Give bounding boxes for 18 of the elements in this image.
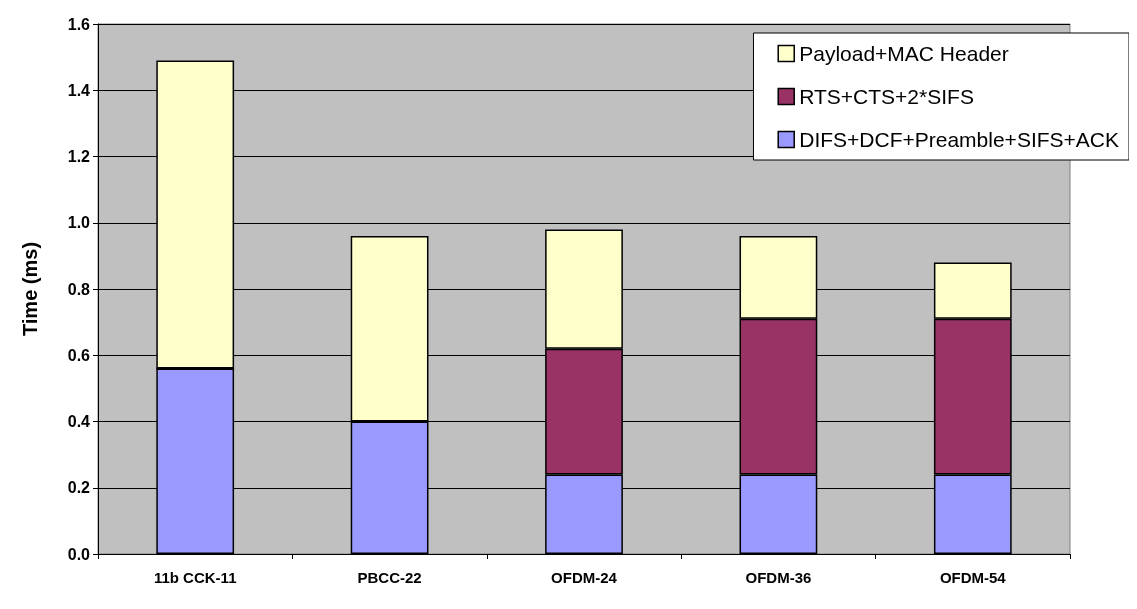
x-tick-label: 11b CCK-11 — [153, 569, 237, 586]
legend-label: DIFS+DCF+Preamble+SIFS+ACK — [799, 128, 1119, 151]
y-tick-label: 1.2 — [67, 148, 91, 165]
y-tick-label: 0.8 — [67, 280, 91, 298]
x-tick-label: PBCC-22 — [357, 569, 422, 586]
legend-label: Payload+MAC Header — [799, 42, 1009, 65]
y-tick-label: 0.4 — [67, 413, 91, 430]
legend-label: RTS+CTS+2*SIFS — [799, 85, 974, 108]
y-tick-label: 0.2 — [67, 479, 91, 497]
y-axis-title: Time (ms) — [19, 241, 41, 337]
y-tick-label: 1.0 — [67, 214, 91, 232]
x-tick-label: OFDM-24 — [551, 569, 618, 586]
x-tick-label: OFDM-54 — [939, 569, 1007, 586]
y-tick-label: 1.4 — [67, 81, 91, 99]
y-tick-label: 1.6 — [67, 15, 91, 33]
x-tick-label: OFDM-36 — [745, 569, 812, 586]
y-tick-label: 0.6 — [67, 346, 91, 364]
y-tick-label: 0.0 — [67, 545, 91, 563]
